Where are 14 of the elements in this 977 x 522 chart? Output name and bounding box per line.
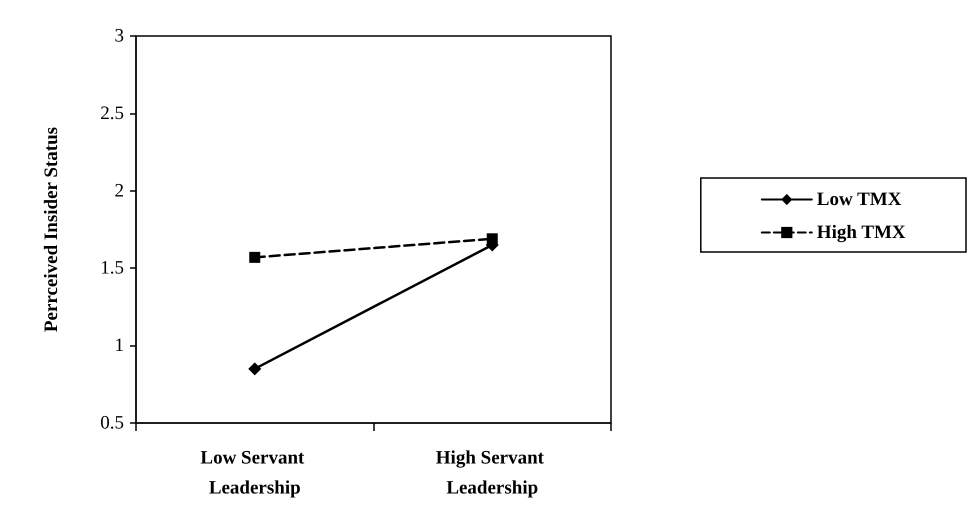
point bbox=[248, 362, 262, 376]
y-tick-label: 2.5 bbox=[100, 102, 124, 124]
y-tick-label: 2 bbox=[114, 180, 124, 202]
y-tick-label: 3 bbox=[114, 26, 124, 46]
legend-label: High TMX bbox=[816, 222, 906, 243]
x-tick-label: Low Servant Leadership bbox=[200, 448, 310, 498]
y-axis-title: Perrceived Insider Status bbox=[41, 126, 62, 332]
x-tick-label: High Servant Leadership bbox=[436, 448, 549, 498]
legend-label: Low TMX bbox=[816, 189, 902, 210]
y-tick-label: 1 bbox=[114, 335, 124, 356]
y-tick-label: 0.5 bbox=[100, 412, 124, 434]
point bbox=[486, 233, 498, 244]
y-tick-label: 1.5 bbox=[100, 258, 124, 279]
point bbox=[249, 252, 260, 263]
